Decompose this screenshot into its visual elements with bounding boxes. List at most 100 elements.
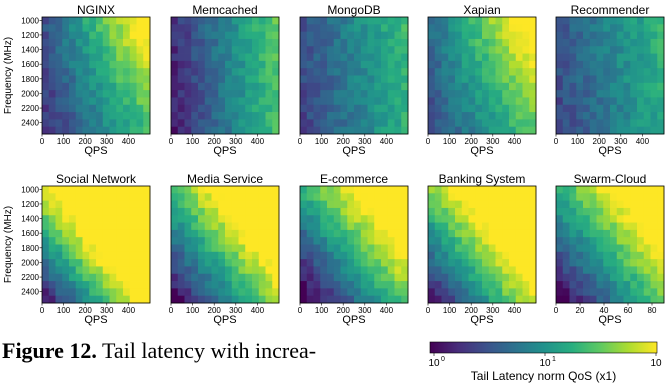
heatmap-cell <box>441 17 449 25</box>
heatmap-cell <box>360 281 368 289</box>
heatmap-cell <box>515 75 523 84</box>
heatmap-cell <box>204 97 212 106</box>
heatmap-cell <box>603 126 611 135</box>
heatmap-cell <box>177 295 185 304</box>
heatmap-cell <box>55 104 63 113</box>
heatmap-cell <box>637 186 645 194</box>
heatmap-cell <box>238 207 246 216</box>
heatmap-cell <box>428 31 436 40</box>
heatmap-cell <box>657 288 665 297</box>
heatmap-cell <box>96 237 104 245</box>
heatmap-cell <box>258 215 266 223</box>
heatmap-cell <box>367 38 375 47</box>
heatmap-cell <box>204 266 212 275</box>
heatmap-cell <box>300 90 308 98</box>
heatmap-cell <box>529 295 537 304</box>
heatmap-cell <box>401 112 409 120</box>
heatmap-cell <box>569 229 577 238</box>
heatmap-cell <box>616 207 624 216</box>
heatmap-cell <box>428 288 436 297</box>
heatmap-cell <box>475 90 483 98</box>
panel-title: Xapian <box>463 3 500 17</box>
heatmap-cell <box>569 112 577 120</box>
heatmap-cell <box>171 259 179 267</box>
heatmap-cell <box>482 215 490 223</box>
heatmap-cell <box>455 244 463 253</box>
heatmap-cell <box>515 215 523 223</box>
heatmap-cell <box>354 259 362 267</box>
heatmap-cell <box>231 75 239 84</box>
heatmap-cell <box>569 126 577 135</box>
heatmap-cell <box>394 200 402 209</box>
heatmap-cell <box>569 251 577 260</box>
heatmap-cell <box>184 126 192 135</box>
heatmap-cell <box>340 119 348 128</box>
heatmap-cell <box>529 24 537 33</box>
heatmap-cell <box>562 17 570 25</box>
heatmap-cell <box>569 82 577 91</box>
heatmap-cell <box>306 46 314 54</box>
heatmap-cell <box>42 186 50 194</box>
heatmap-cell <box>374 38 382 47</box>
heatmap-cell <box>643 97 651 106</box>
heatmap-cell <box>394 186 402 194</box>
heatmap-cell <box>265 193 273 202</box>
heatmap-cell <box>381 112 389 120</box>
heatmap-cell <box>509 126 517 135</box>
heatmap-cell <box>347 97 355 106</box>
heatmap-cell <box>102 17 110 25</box>
panel-title: Media Service <box>187 172 263 186</box>
x-tick-label: 0 <box>169 137 174 146</box>
heatmap-cell <box>198 38 206 47</box>
heatmap-cell <box>468 222 476 231</box>
heatmap-cell <box>123 31 131 40</box>
heatmap-cell <box>482 266 490 275</box>
heatmap-cell <box>428 68 436 76</box>
panel-title: E-commerce <box>320 172 388 186</box>
heatmap-cell <box>42 229 50 238</box>
heatmap-cell <box>109 266 117 275</box>
heatmap-cell <box>327 237 335 245</box>
heatmap-cell <box>495 17 503 25</box>
heatmap-cell <box>515 229 523 238</box>
heatmap-cell <box>82 273 90 282</box>
heatmap-cell <box>650 60 658 69</box>
heatmap-cell <box>448 222 456 231</box>
heatmap-cell <box>211 251 219 260</box>
x-tick-label: 100 <box>443 306 457 315</box>
heatmap-cell <box>204 281 212 289</box>
heatmap-cell <box>515 237 523 245</box>
heatmap-cell <box>637 104 645 113</box>
heatmap-cell <box>623 207 631 216</box>
heatmap-cell <box>576 251 584 260</box>
heatmap-cell <box>387 244 395 253</box>
heatmap-cell <box>320 244 328 253</box>
heatmap-cell <box>475 68 483 76</box>
heatmap-cell <box>589 17 597 25</box>
heatmap-cell <box>272 46 280 54</box>
heatmap-cell <box>502 24 510 33</box>
heatmap-cell <box>218 38 226 47</box>
heatmap-cell <box>62 82 70 91</box>
heatmap-cell <box>556 207 564 216</box>
heatmap-cell <box>231 288 239 297</box>
heatmap-cell <box>252 229 260 238</box>
heatmap-cell <box>109 75 117 84</box>
heatmap-cell <box>89 244 97 253</box>
heatmap-cell <box>300 68 308 76</box>
heatmap-cell <box>482 200 490 209</box>
heatmap-cell <box>603 215 611 223</box>
heatmap-cell <box>428 38 436 47</box>
heatmap-cell <box>258 75 266 84</box>
heatmap-cell <box>367 288 375 297</box>
heatmap-cell <box>198 75 206 84</box>
heatmap-cell <box>143 90 151 98</box>
heatmap-cell <box>198 97 206 106</box>
heatmap-cell <box>265 75 273 84</box>
heatmap-cell <box>252 281 260 289</box>
heatmap-cell <box>42 90 50 98</box>
heatmap-cell <box>109 273 117 282</box>
heatmap-cell <box>603 97 611 106</box>
heatmap-cell <box>69 251 77 260</box>
